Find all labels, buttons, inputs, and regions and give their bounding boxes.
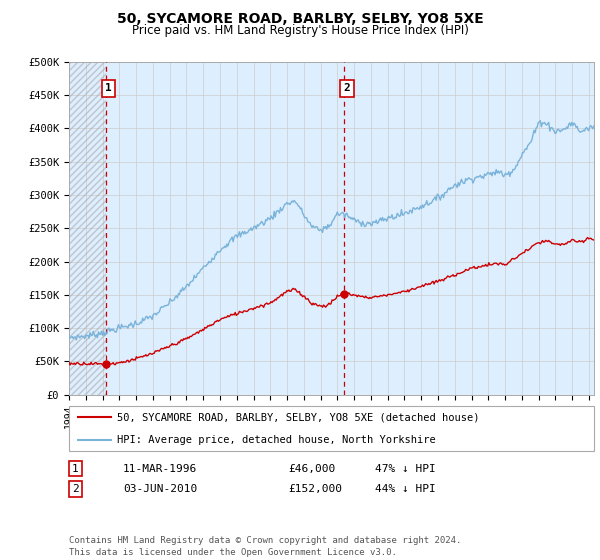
Text: 1: 1 — [72, 464, 79, 474]
Text: Contains HM Land Registry data © Crown copyright and database right 2024.
This d: Contains HM Land Registry data © Crown c… — [69, 536, 461, 557]
Text: 03-JUN-2010: 03-JUN-2010 — [123, 484, 197, 494]
Text: 11-MAR-1996: 11-MAR-1996 — [123, 464, 197, 474]
Bar — [69, 62, 106, 395]
Text: 50, SYCAMORE ROAD, BARLBY, SELBY, YO8 5XE: 50, SYCAMORE ROAD, BARLBY, SELBY, YO8 5X… — [116, 12, 484, 26]
Text: Price paid vs. HM Land Registry's House Price Index (HPI): Price paid vs. HM Land Registry's House … — [131, 24, 469, 37]
Text: 1: 1 — [105, 83, 112, 94]
Text: HPI: Average price, detached house, North Yorkshire: HPI: Average price, detached house, Nort… — [117, 435, 436, 445]
Text: 47% ↓ HPI: 47% ↓ HPI — [375, 464, 436, 474]
Text: 2: 2 — [72, 484, 79, 494]
Text: £152,000: £152,000 — [288, 484, 342, 494]
Text: 44% ↓ HPI: 44% ↓ HPI — [375, 484, 436, 494]
Bar — [69, 62, 106, 395]
Text: £46,000: £46,000 — [288, 464, 335, 474]
Text: 2: 2 — [344, 83, 350, 94]
Text: 50, SYCAMORE ROAD, BARLBY, SELBY, YO8 5XE (detached house): 50, SYCAMORE ROAD, BARLBY, SELBY, YO8 5X… — [117, 412, 479, 422]
